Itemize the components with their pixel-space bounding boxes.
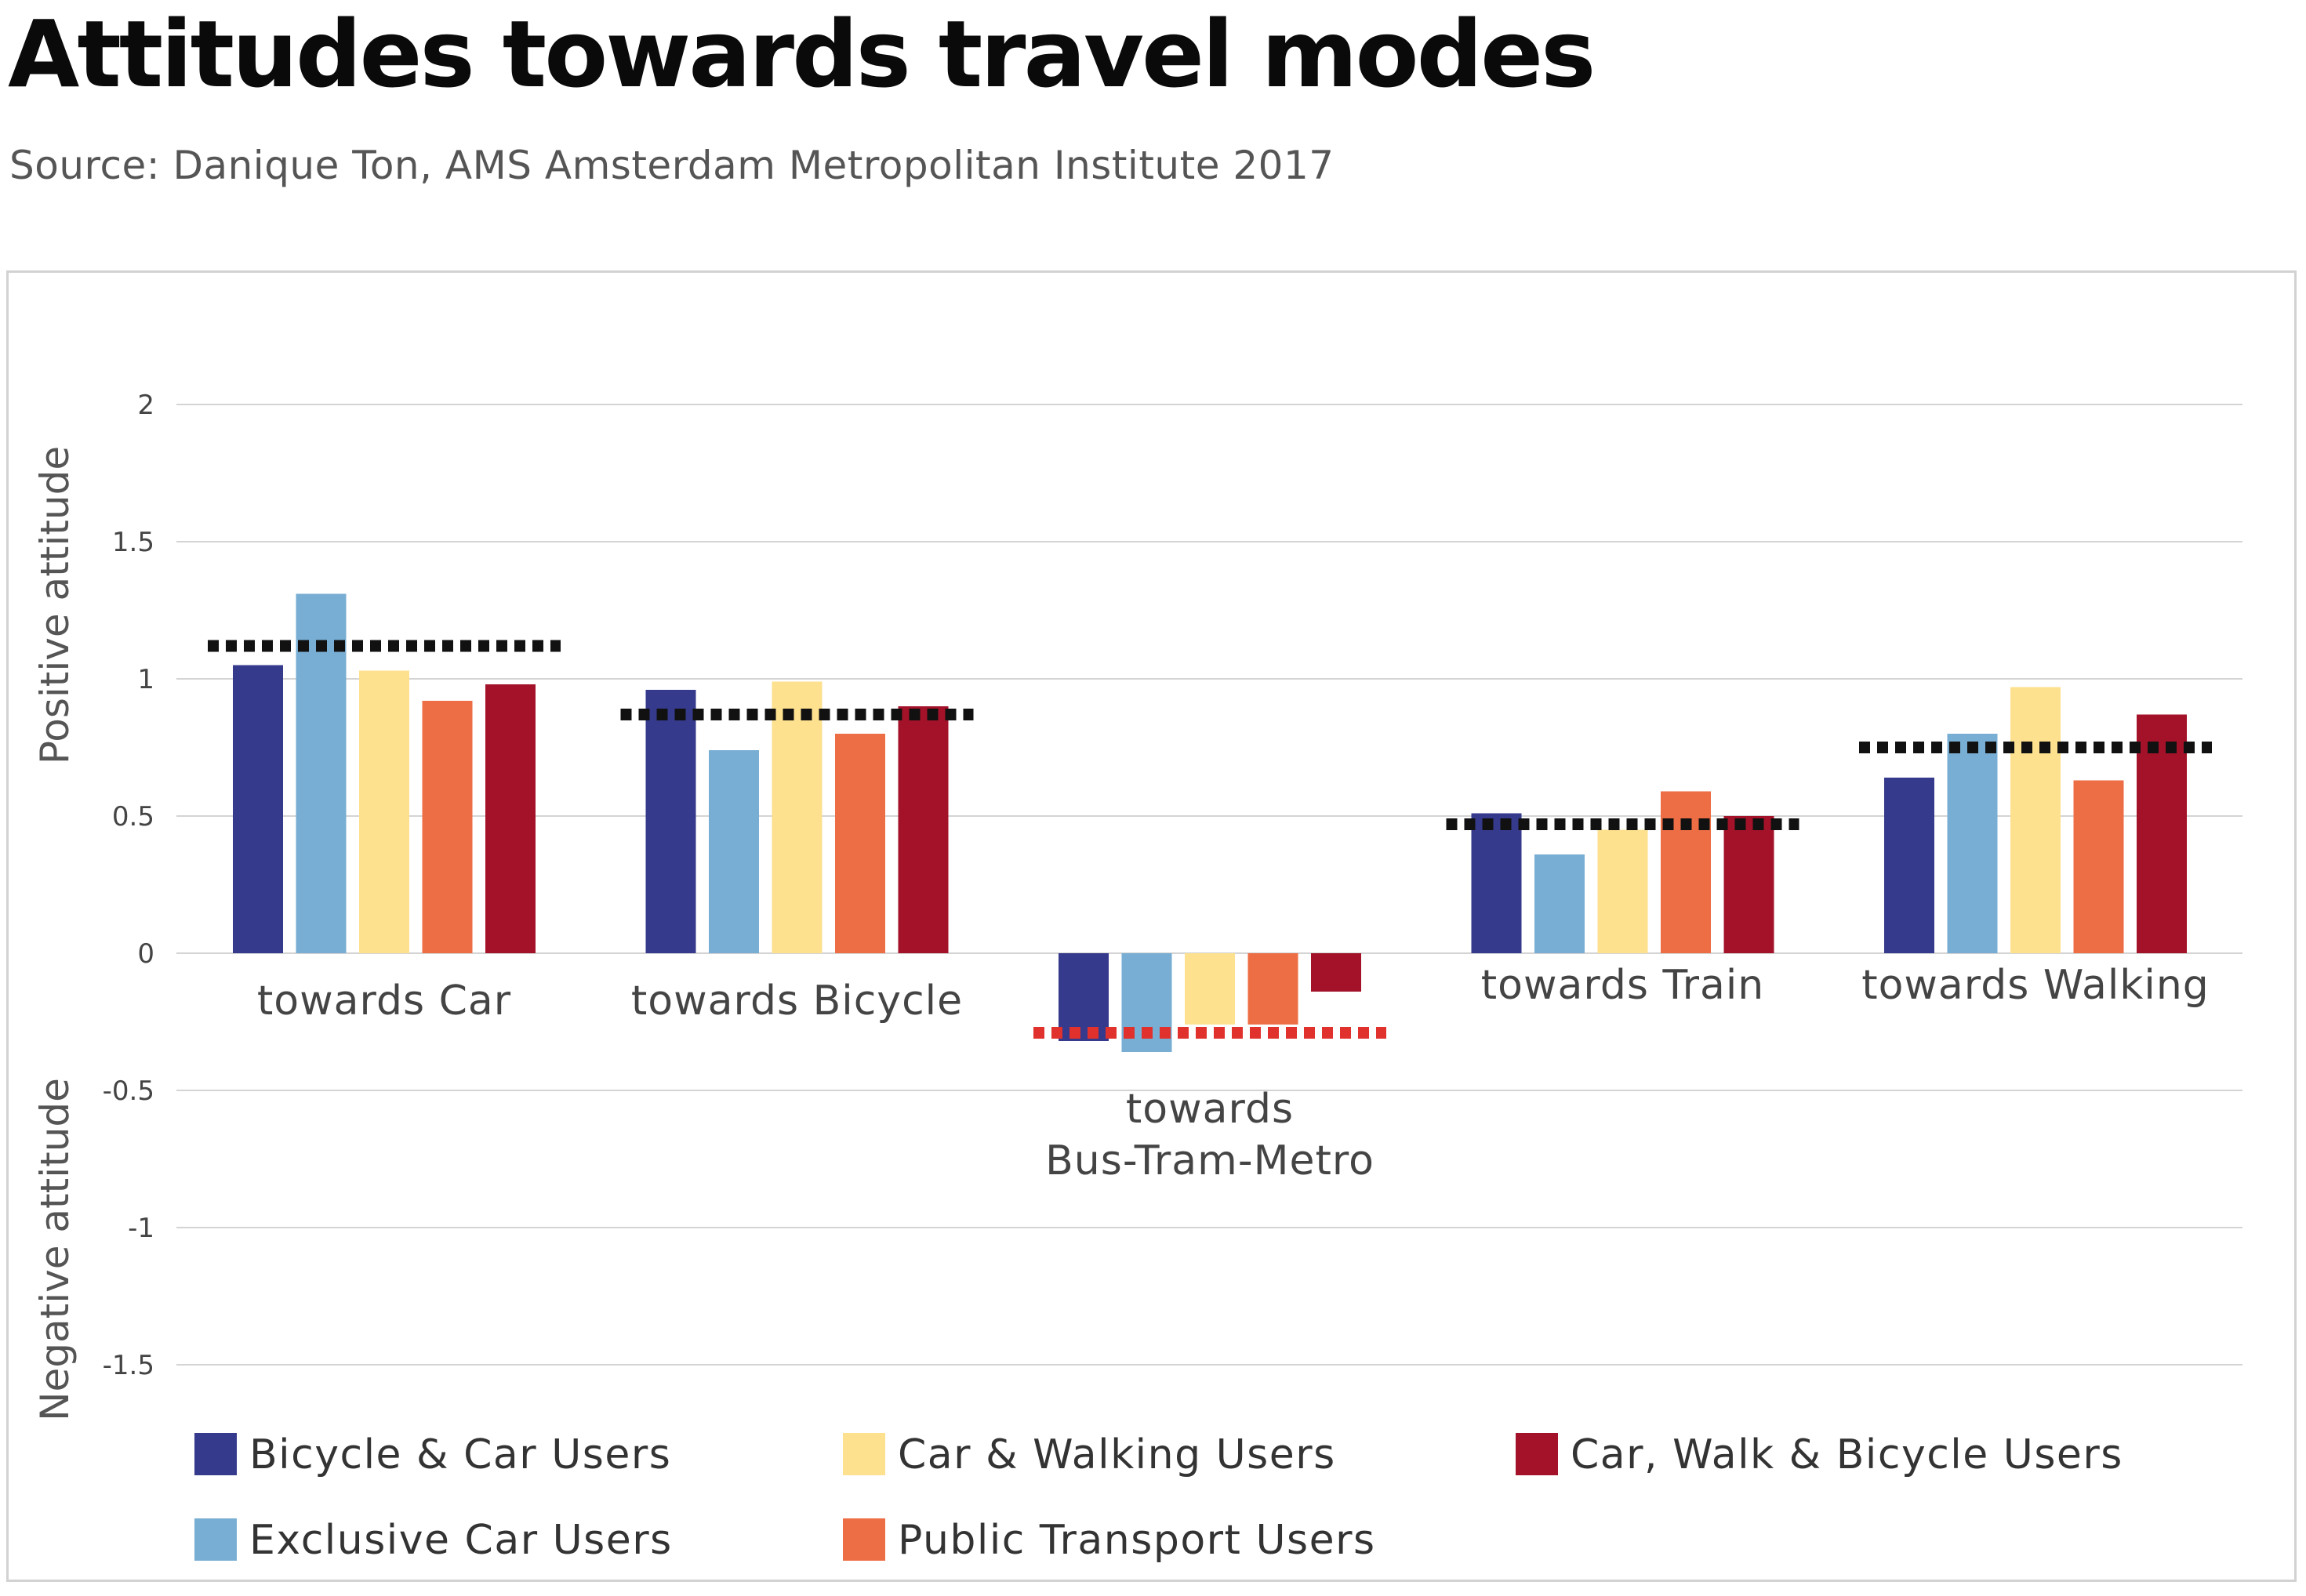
legend-swatch <box>194 1433 237 1475</box>
legend-swatch <box>843 1433 885 1475</box>
chart-frame <box>6 270 2297 1582</box>
bar <box>485 684 536 953</box>
bar <box>1059 953 1109 1041</box>
average-lines <box>208 640 2212 1039</box>
legend: Bicycle & Car Users Car & Walking Users Ca… <box>194 1431 2123 1564</box>
bar <box>1311 953 1361 992</box>
bar <box>772 681 823 953</box>
bar <box>2073 780 2124 953</box>
bar <box>422 701 473 953</box>
legend-swatch <box>194 1518 237 1561</box>
y-tick-label: -1 <box>128 1213 154 1244</box>
category-label: towards Car <box>257 978 511 1025</box>
bar <box>1597 829 1648 953</box>
y-tick-label: 1.5 <box>112 527 154 558</box>
legend-label: Car, Walk & Bicycle Users <box>1571 1431 2123 1478</box>
y-tick-label: 1 <box>137 664 154 695</box>
y-axis-title-positive: Positive attitude <box>32 446 78 764</box>
bar <box>1185 953 1235 1025</box>
y-tick-label: 2 <box>137 390 154 421</box>
y-tick-label: -1.5 <box>103 1350 154 1381</box>
bar <box>233 665 283 953</box>
y-tick-label: -0.5 <box>103 1075 154 1107</box>
y-axis-title-negative: Negative attitude <box>32 1078 78 1421</box>
bar <box>2137 714 2187 953</box>
category-label: Bus-Tram-Metro <box>1045 1137 1375 1184</box>
bar <box>2010 687 2061 953</box>
y-tick-label: 0 <box>137 938 154 970</box>
y-tick-labels: 2 1.5 1 0.5 0 -0.5 -1 -1.5 <box>103 390 154 1381</box>
category-label: towards Bicycle <box>631 978 963 1025</box>
chart-title: Attitudes towards travel modes <box>8 0 1596 108</box>
bar <box>1247 953 1298 1025</box>
legend-swatch <box>843 1518 885 1561</box>
bar <box>1723 816 1774 953</box>
y-axis-titles: Positive attitude Negative attitude <box>32 446 78 1421</box>
chart-subtitle: Source: Danique Ton, AMS Amsterdam Metro… <box>9 143 1335 188</box>
y-tick-label: 0.5 <box>112 801 154 832</box>
bar <box>709 750 759 953</box>
legend-label: Car & Walking Users <box>898 1431 1336 1478</box>
category-label: towards <box>1126 1086 1294 1133</box>
category-label: towards Train <box>1481 962 1764 1009</box>
bar <box>835 734 885 953</box>
legend-label: Public Transport Users <box>898 1517 1376 1564</box>
bar <box>645 690 696 953</box>
bar <box>1534 854 1585 953</box>
legend-label: Exclusive Car Users <box>249 1517 673 1564</box>
bar <box>898 706 949 953</box>
bars <box>233 593 2187 1052</box>
category-labels: towards Car towards Bicycle towardsBus-Tra… <box>257 962 2210 1184</box>
bar <box>1471 813 1522 953</box>
legend-swatch <box>1516 1433 1558 1475</box>
bar <box>1884 778 1934 953</box>
category-label: towards Walking <box>1861 962 2210 1009</box>
bar <box>1947 734 1998 953</box>
bar <box>359 670 409 953</box>
bar <box>296 593 347 953</box>
bar <box>1661 791 1711 953</box>
legend-label: Bicycle & Car Users <box>249 1431 671 1478</box>
